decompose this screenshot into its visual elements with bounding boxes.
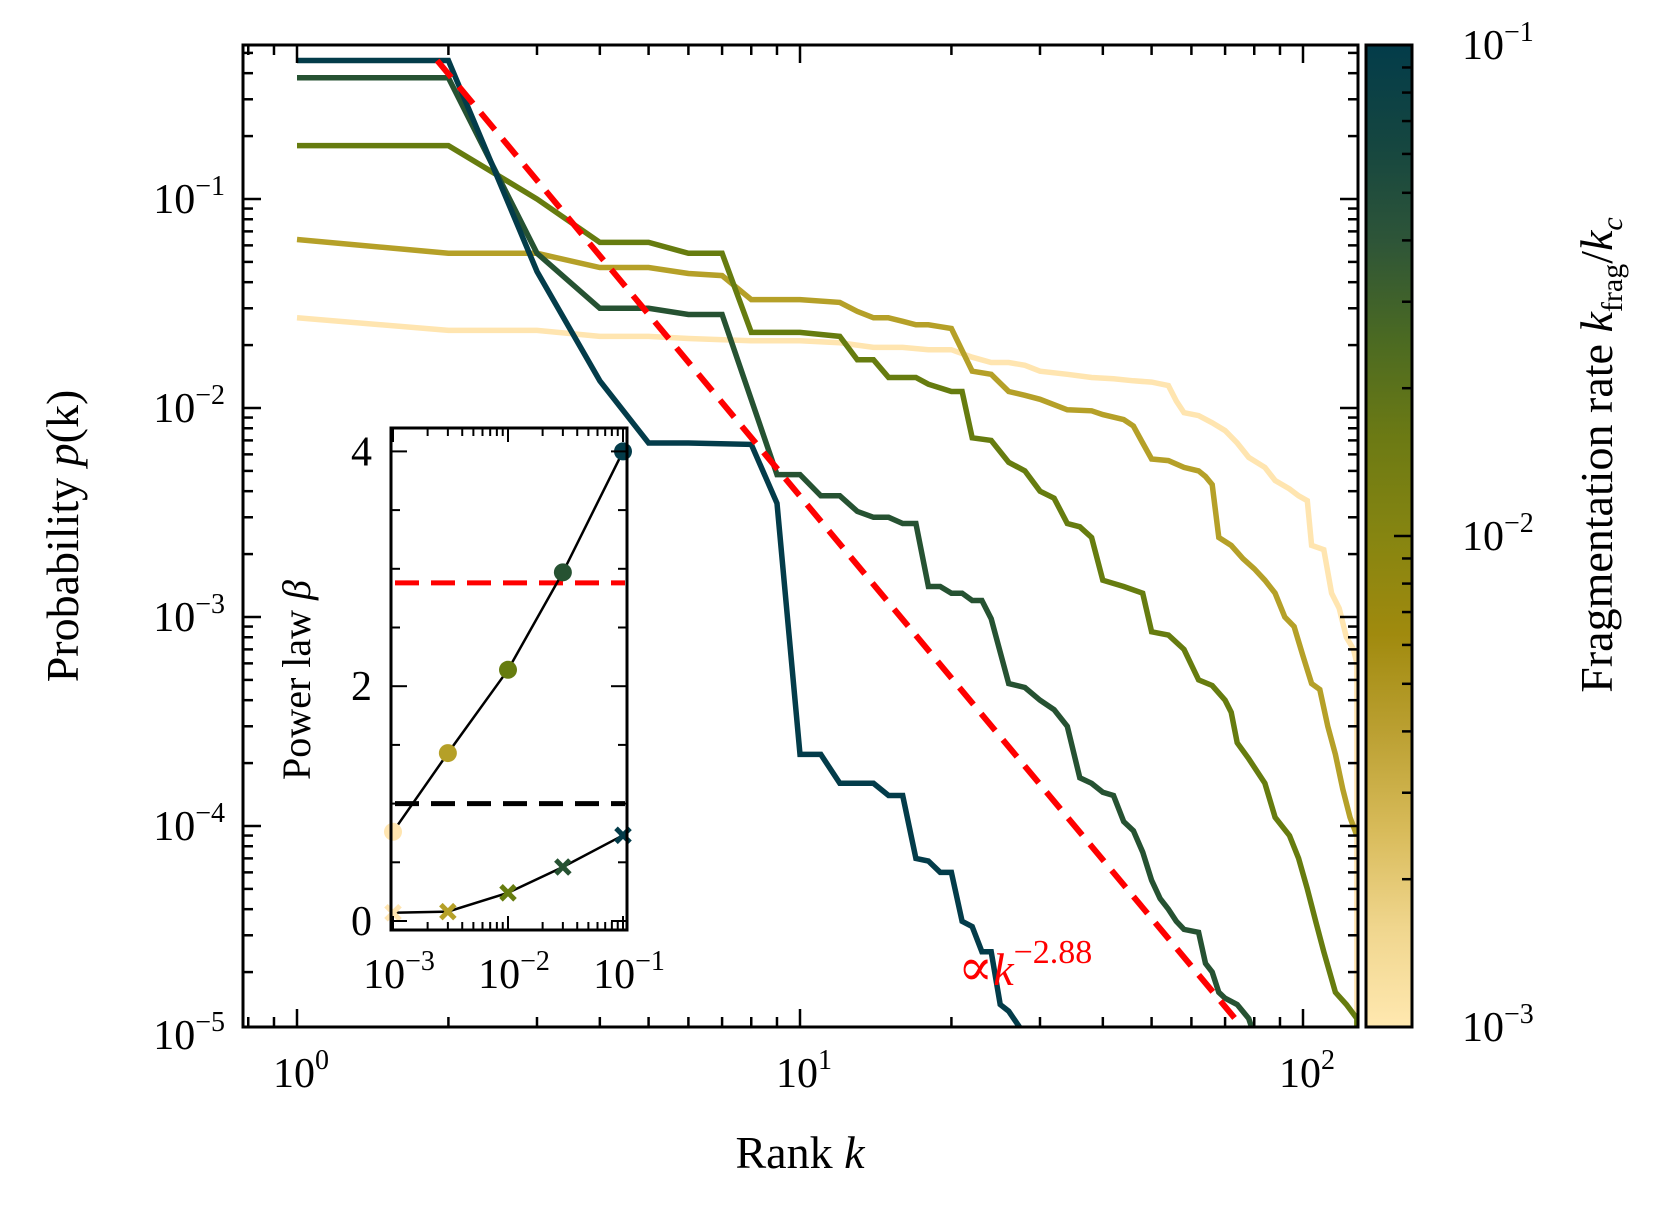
x-tick-label: 102 [1279,1045,1335,1097]
colorbar-label: Fragmentation rate kfrag/kc [1571,217,1629,692]
inset-plot: 0 2 4 10−3 10−2 10−1 [351,426,665,998]
series-line [297,57,1023,1027]
y-tick-label: 10−3 [153,589,225,641]
series-line [297,75,1255,1027]
inset-x-tick-label: 10−1 [593,946,665,998]
colorbar-tick-label: 10−1 [1462,17,1534,69]
series-line [297,142,1358,1027]
colorbar-tick-label: 10−2 [1462,508,1534,560]
main-plot-axes: 100 101 102 10−5 10−4 10−3 10−2 10−1 [153,43,1360,1097]
y-tick-label: 10−1 [153,171,225,223]
circle-marker [438,744,457,763]
series-line [296,315,1358,1027]
inset-x-tick-label: 10−2 [478,946,550,998]
x-tick-label: 101 [776,1045,832,1097]
inset-y-tick-label: 0 [351,899,372,945]
x-marker [384,904,402,922]
series-line [296,236,1358,837]
inset-y-tick-label: 2 [351,664,372,710]
power-law-fit-line [434,58,1246,1027]
circle-marker [499,660,517,679]
x-marker [554,858,572,876]
colorbar: 10−3 10−2 10−1 [1364,17,1534,1051]
circle-marker [553,563,572,582]
inset-y-tick-label: 4 [351,429,372,475]
circle-marker [384,822,402,841]
x-tick-label: 100 [273,1045,329,1097]
fit-annotation: ∝k−2.88 [958,934,1092,997]
y-axis-label: Probability p(k) [37,390,88,683]
y-tick-label: 10−2 [153,380,225,432]
inset-y-axis-label: Power law β [274,580,319,780]
y-tick-label: 10−5 [153,1007,225,1059]
colorbar-tick-label: 10−3 [1462,999,1534,1051]
inset-x-tick-label: 10−3 [363,946,435,998]
y-tick-label: 10−4 [153,798,225,850]
inset-background [391,428,627,930]
x-marker [439,902,457,921]
x-axis-label: Rank k [735,1127,866,1178]
fit-dashed-line [434,58,1246,1027]
main-plot-curves [296,57,1358,1027]
x-marker [499,884,517,902]
